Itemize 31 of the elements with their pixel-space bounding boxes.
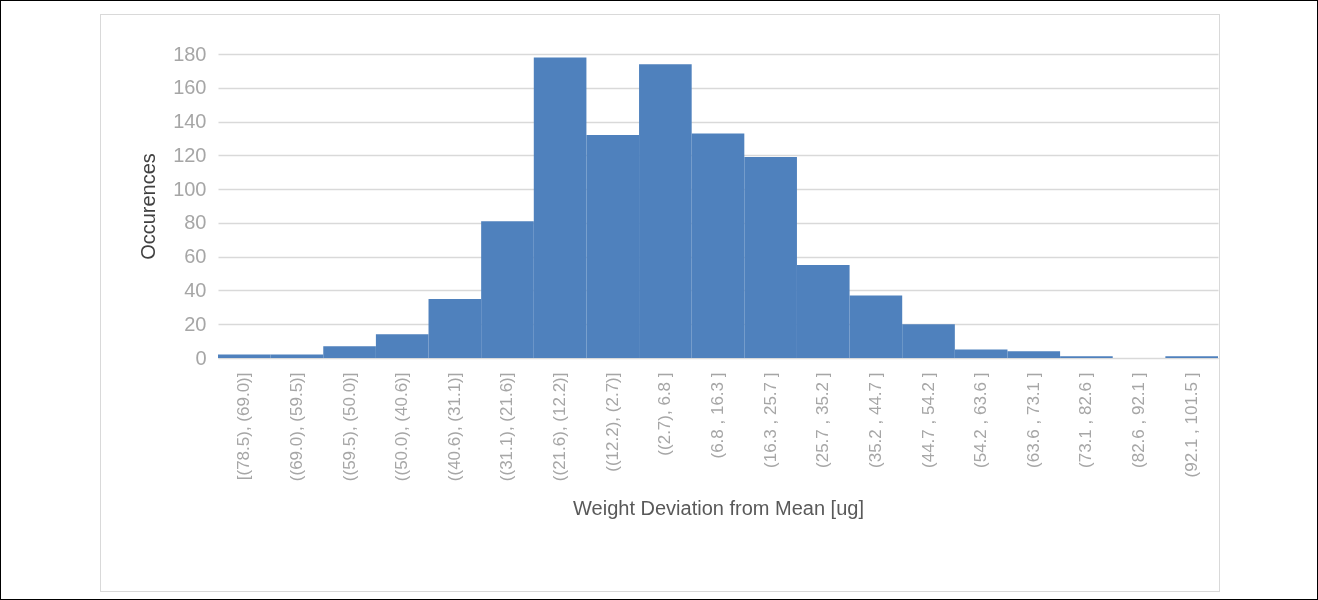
x-tick-label: (82.6 , 92.1 ] [1129,372,1149,468]
y-axis-title: Occurences [137,153,160,260]
x-tick-label: (54.2 , 63.6 ] [971,372,991,468]
x-tick-label: (73.1 , 82.6 ] [1076,372,1096,468]
x-tick-label: [(78.5), (69.0)] [234,372,254,481]
x-tick-label: (16.3 , 25.7 ] [760,372,780,468]
x-tick-label: (6.8 , 16.3 ] [708,372,727,459]
x-tick-label: ((40.6), (31.1)] [444,372,464,482]
y-tick-label: 20 [184,312,207,335]
y-tick-label: 180 [173,42,207,65]
x-tick-label: (63.6 , 73.1 ] [1023,372,1043,468]
x-axis-title: Weight Deviation from Mean [ug] [573,497,864,520]
y-tick-label: 120 [173,143,207,166]
x-tick-label: (92.1 , 101.5 ] [1181,372,1201,478]
x-tick-label: ((59.5), (50.0)] [339,372,359,482]
y-tick-label: 100 [173,177,207,200]
x-tick-label: ((21.6), (12.2)] [550,372,570,482]
x-tick-label: (25.7 , 35.2 ] [813,372,833,468]
x-tick-label: ((12.2), (2.7)] [602,372,622,472]
x-tick-label: (35.2 , 44.7 ] [865,372,885,468]
y-tick-label: 80 [184,211,207,234]
x-tick-label: (44.7 , 54.2 ] [918,372,938,468]
x-tick-label: ((31.1), (21.6)] [497,372,517,482]
x-tick-label: ((50.0), (40.6)] [392,372,412,482]
y-tick-label: 40 [184,278,207,301]
x-tick-label: ((2.7), 6.8 ] [655,372,675,456]
x-tick-label: ((69.0), (59.5)] [286,372,306,482]
y-tick-label: 160 [173,76,207,99]
y-tick-label: 60 [184,245,207,268]
y-tick-label: 0 [195,346,207,369]
y-tick-label: 140 [173,110,207,133]
